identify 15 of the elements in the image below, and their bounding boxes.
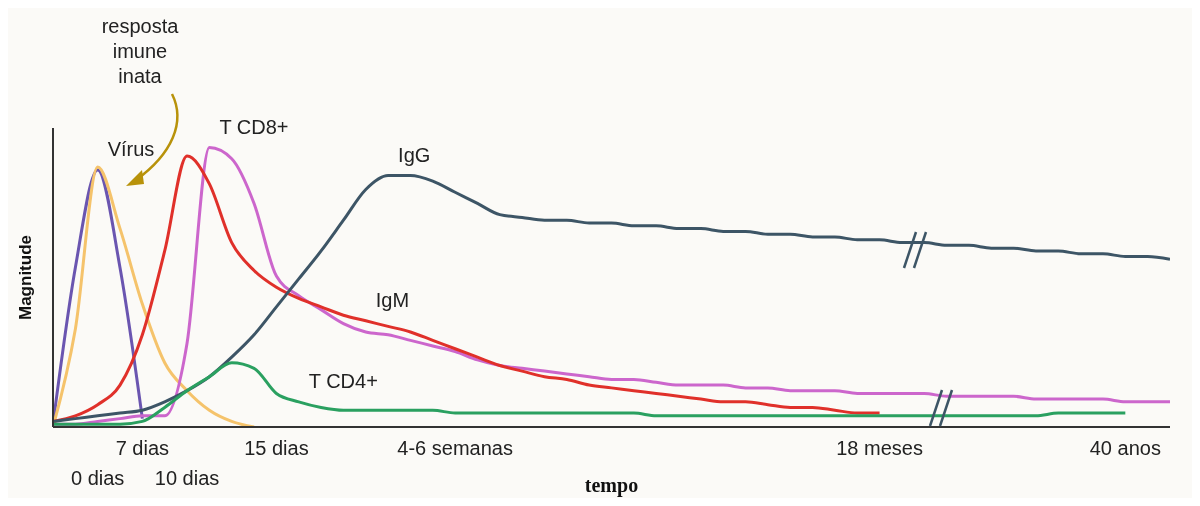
series-label: IgG [398,143,431,166]
x-tick-label: 0 dias [70,467,125,489]
series-label: IgM [375,288,410,311]
y-axis-title: Magnitude [16,235,36,320]
x-tick-label: 7 dias [115,437,170,459]
x-axis-title: tempo [584,474,639,497]
text: resposta imune inata [100,14,180,89]
x-tick-label: 18 meses [836,437,923,459]
x-tick-label: 10 dias [154,467,220,489]
series-label: Vírus [107,137,155,160]
series-label: T CD8+ [219,115,289,138]
series-label: T CD4+ [308,369,378,392]
x-tick-label: 15 dias [244,437,309,459]
x-tick-label: 40 anos [1089,437,1161,459]
x-tick-label: 4-6 semanas [397,437,513,459]
